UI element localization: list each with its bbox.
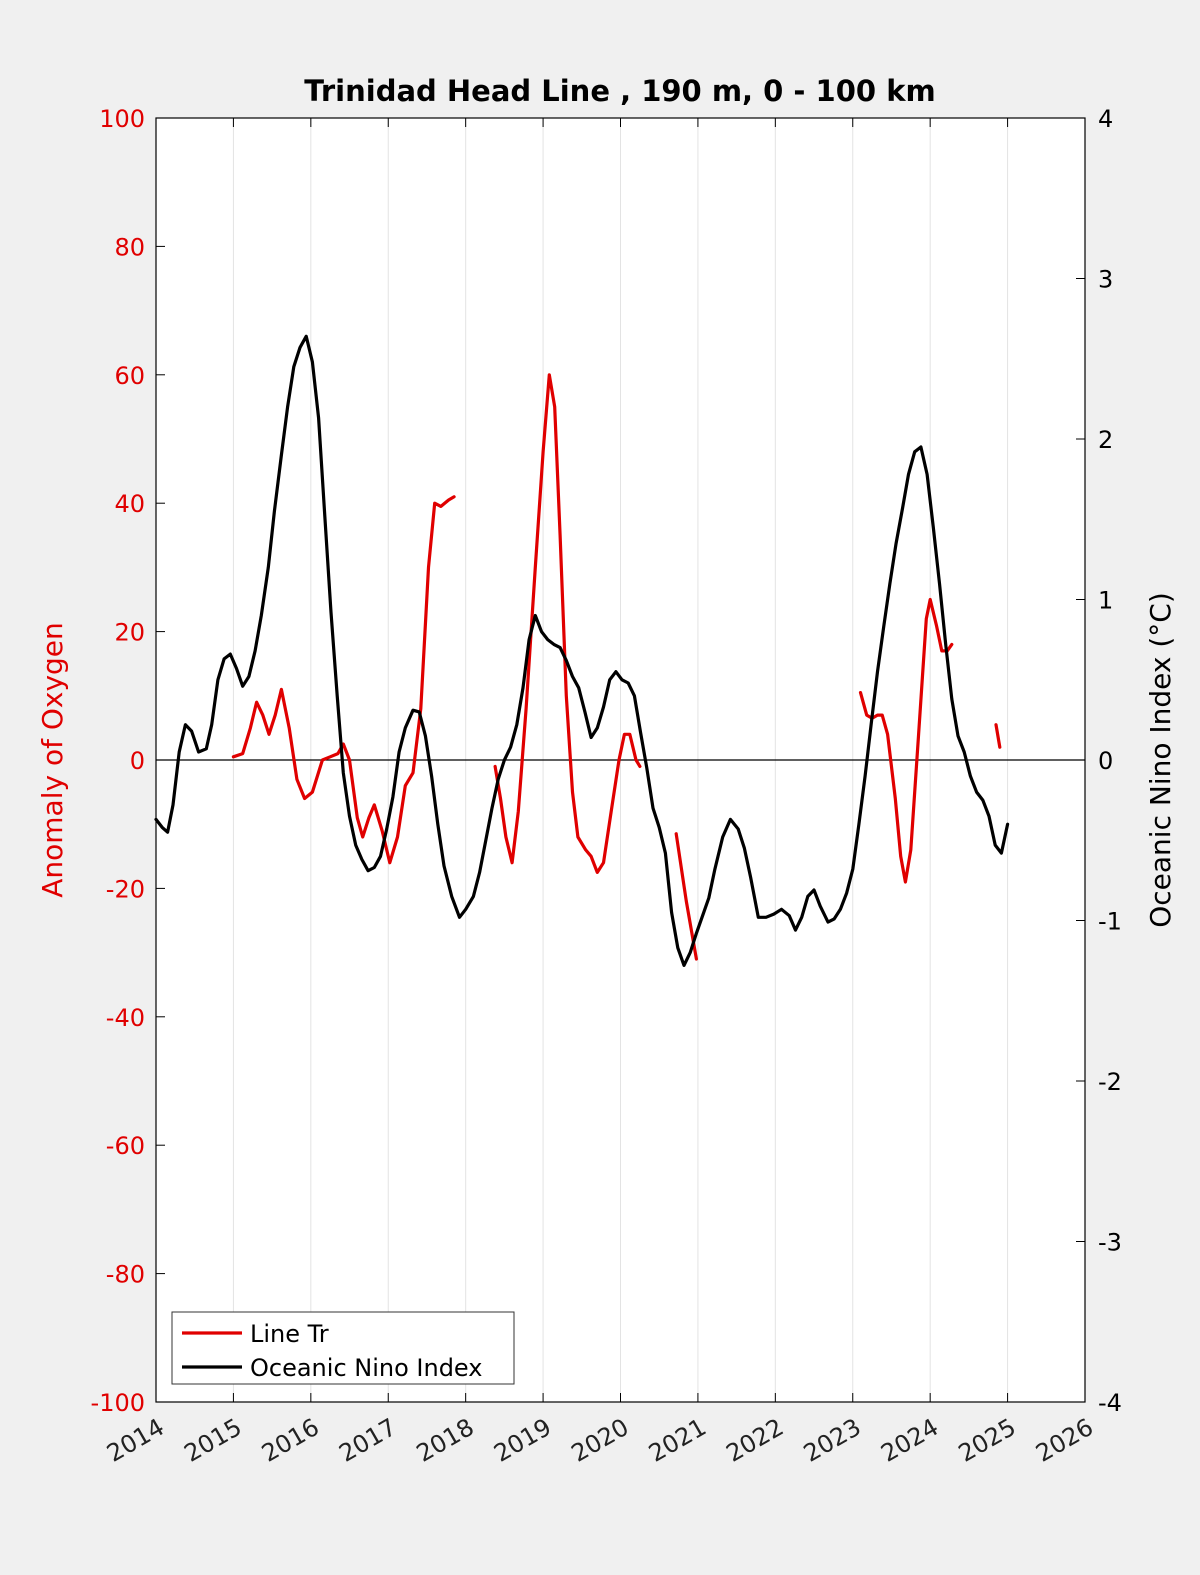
y-left-tick-label: 20 [114, 619, 145, 647]
y-right-tick-label: 1 [1098, 587, 1113, 615]
y-right-tick-label: 2 [1098, 426, 1113, 454]
legend-label-line-tr: Line Tr [250, 1320, 329, 1348]
series-layer [154, 334, 1010, 968]
y-left-tick-label: 100 [99, 105, 145, 133]
series-line-tr-segment-4 [858, 597, 954, 884]
y-left-tick-label: -80 [106, 1261, 145, 1289]
y-axis-right-label: Oceanic Nino Index (°C) [1144, 592, 1177, 928]
y-right-tick-label: 0 [1098, 747, 1113, 775]
y-left-tick-label: -20 [106, 875, 145, 903]
y-right-tick-label: 4 [1098, 105, 1113, 133]
series-line-tr-segment-5 [994, 723, 1002, 749]
y-right-tick-label: -2 [1098, 1068, 1122, 1096]
chart-title: Trinidad Head Line , 190 m, 0 - 100 km [304, 74, 935, 108]
y-left-tick-label: -40 [106, 1004, 145, 1032]
y-right-tick-label: -4 [1098, 1389, 1122, 1417]
y-left-tick-label: 40 [114, 490, 145, 518]
y-left-tick-label: 0 [130, 747, 145, 775]
legend: Line Tr Oceanic Nino Index [171, 1311, 515, 1385]
y-axis-left-label: Anomaly of Oxygen [36, 622, 69, 898]
legend-box [171, 1311, 515, 1385]
y-left-tick-label: 80 [114, 233, 145, 261]
series-oceanic-nino-index-segment-1 [154, 334, 1010, 968]
y-left-tick-label: 60 [114, 362, 145, 390]
legend-label-oni: Oceanic Nino Index [250, 1354, 482, 1382]
y-right-tick-label: -3 [1098, 1229, 1122, 1257]
y-right-tick-label: 3 [1098, 266, 1113, 294]
series-line-tr-segment-2 [493, 373, 642, 875]
y-left-tick-label: -100 [91, 1389, 145, 1417]
y-right-tick-label: -1 [1098, 908, 1122, 936]
y-left-tick-label: -60 [106, 1132, 145, 1160]
